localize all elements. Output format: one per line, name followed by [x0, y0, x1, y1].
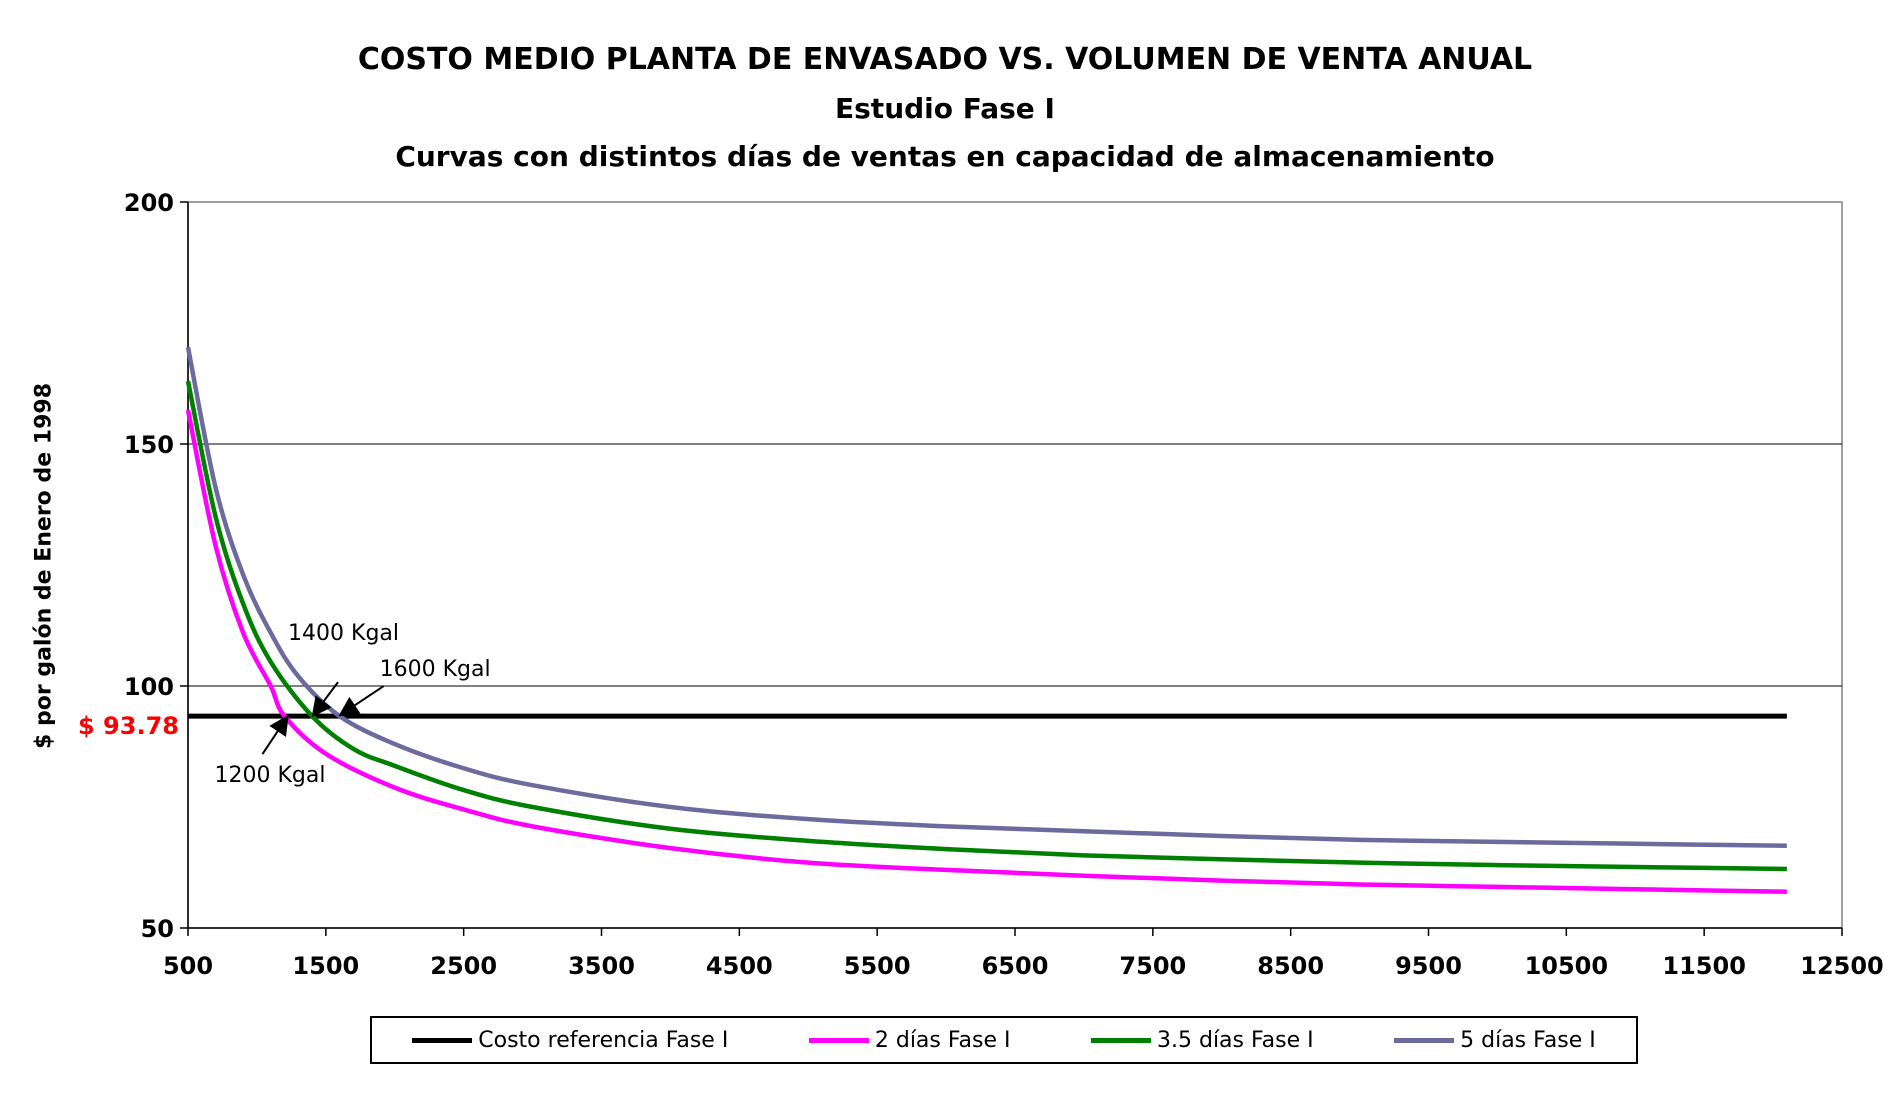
- legend-label: 5 días Fase I: [1460, 1027, 1596, 1053]
- legend-item: 5 días Fase I: [1394, 1028, 1596, 1053]
- plot-area: [187, 201, 1843, 929]
- y-tick-label: 100: [124, 673, 174, 701]
- x-tick-label: 4500: [706, 952, 773, 980]
- line-chart: 50 100 150 200 500 1500 2500 3500 4500 5500 6500 75…: [124, 189, 1884, 980]
- legend-label: 2 días Fase I: [874, 1027, 1011, 1053]
- chart-title: COSTO MEDIO PLANTA DE ENVASADO VS. VOLUM…: [357, 42, 1533, 77]
- legend-swatch: [1091, 1037, 1151, 1043]
- legend-item: 3.5 días Fase I: [1091, 1028, 1314, 1053]
- legend-swatch: [808, 1037, 869, 1043]
- x-tick-label: 11500: [1662, 952, 1746, 980]
- chart-legend: Costo referencia Fase I 2 días Fase I 3.5 …: [370, 1016, 1638, 1064]
- y-tick-label: 50: [141, 915, 174, 943]
- legend-label: 3.5 días Fase I: [1157, 1027, 1314, 1053]
- annotation-arrow: [261, 714, 289, 755]
- x-tick-label: 3500: [568, 952, 635, 980]
- x-tick-label: 8500: [1257, 952, 1324, 980]
- y-tick-label: 200: [124, 189, 174, 217]
- x-tick-label: 7500: [1119, 952, 1186, 980]
- series-line-2: [185, 380, 1787, 872]
- reference-value-label: $ 93.78: [78, 712, 179, 740]
- annotation-arrow: [338, 685, 385, 717]
- chart-subtitle: Estudio Fase I: [835, 92, 1055, 125]
- legend-swatch: [1394, 1037, 1455, 1043]
- x-tick-label: 500: [163, 952, 213, 980]
- x-tick-label: 6500: [982, 952, 1049, 980]
- x-tick-label: 10500: [1525, 952, 1609, 980]
- legend-item: Costo referencia Fase I: [412, 1028, 728, 1053]
- x-tick-label: 12500: [1800, 952, 1884, 980]
- x-tick-label: 2500: [430, 952, 497, 980]
- x-tick-label: 1500: [292, 952, 359, 980]
- series-line-3: [185, 346, 1787, 848]
- x-tick-label: 5500: [844, 952, 911, 980]
- chart-subtitle-2: Curvas con distintos días de ventas en c…: [395, 140, 1495, 173]
- annotation-label: 1200 Kgal: [214, 763, 325, 788]
- series-line-1: [185, 409, 1787, 894]
- x-tick-label: 9500: [1395, 952, 1462, 980]
- y-tick-label: 150: [124, 431, 174, 459]
- annotation-arrow: [311, 681, 339, 718]
- legend-item: 2 días Fase I: [808, 1027, 1011, 1053]
- legend-label: Costo referencia Fase I: [478, 1027, 729, 1053]
- legend-swatch: [412, 1037, 473, 1043]
- annotation-label: 1400 Kgal: [288, 621, 399, 646]
- annotation-label: 1600 Kgal: [380, 657, 491, 682]
- y-axis-label: $ por galón de Enero de 1998: [31, 382, 57, 750]
